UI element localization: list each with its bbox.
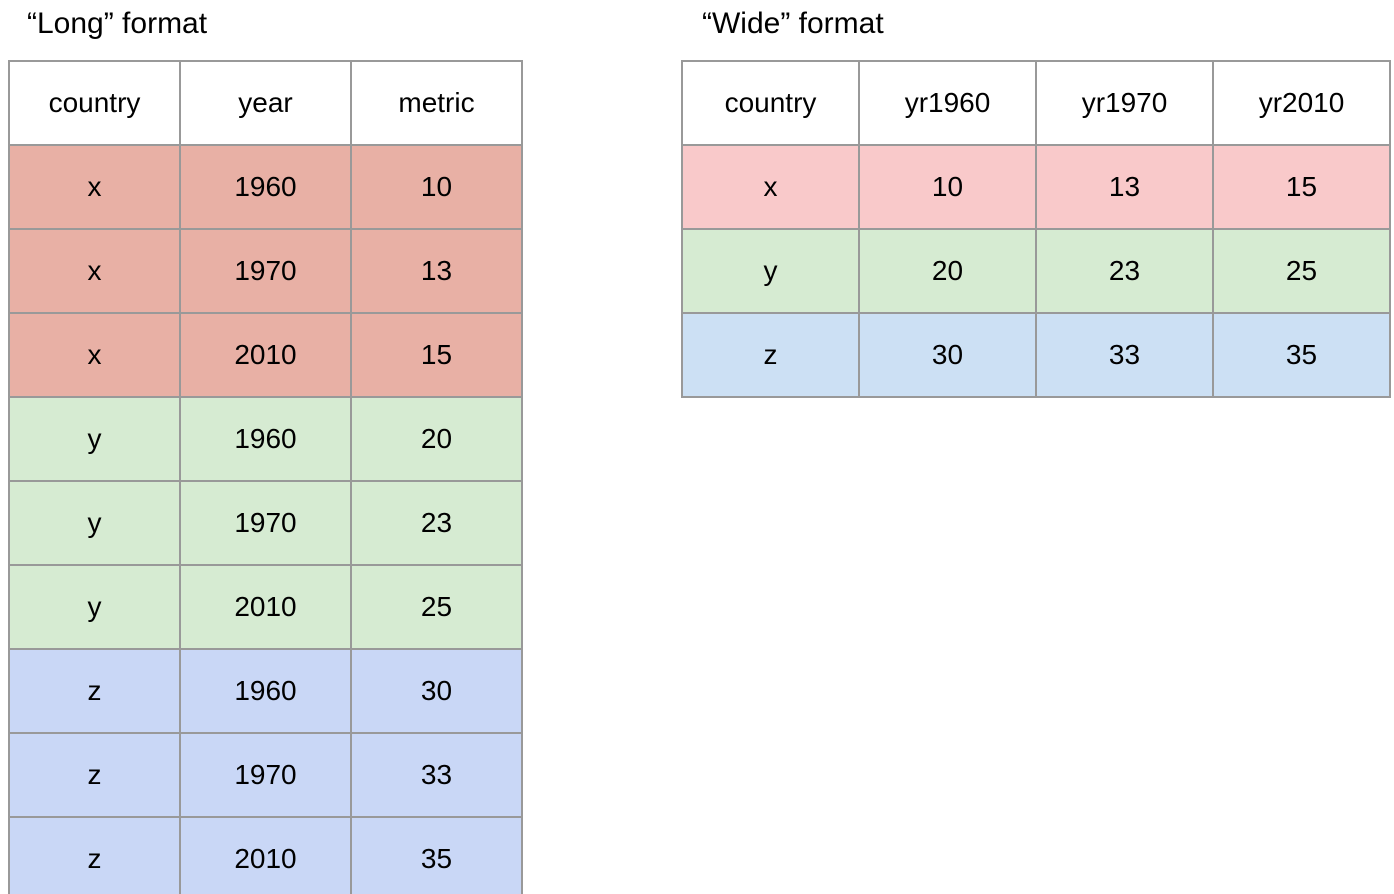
table-cell: x (681, 144, 860, 230)
table-cell: z (681, 312, 860, 398)
table-cell: z (8, 816, 181, 894)
table-cell: 2010 (179, 564, 352, 650)
table-cell: 33 (350, 732, 523, 818)
table-cell: y (681, 228, 860, 314)
table-row: z 2010 35 (8, 816, 523, 894)
table-cell: 1970 (179, 228, 352, 314)
table-cell: 2010 (179, 816, 352, 894)
table-cell: 1970 (179, 732, 352, 818)
long-format-table: country year metric x 1960 10 x 1970 13 … (8, 60, 523, 894)
table-cell: 35 (350, 816, 523, 894)
table-row: y 1960 20 (8, 396, 523, 482)
column-header-yr1960: yr1960 (858, 60, 1037, 146)
wide-format-title: “Wide” format (702, 7, 884, 40)
table-cell: 15 (1212, 144, 1391, 230)
table-header-row: country yr1960 yr1970 yr2010 (681, 60, 1391, 146)
table-row: y 20 23 25 (681, 228, 1391, 314)
table-cell: z (8, 732, 181, 818)
table-row: x 10 13 15 (681, 144, 1391, 230)
table-cell: 25 (1212, 228, 1391, 314)
table-row: z 1970 33 (8, 732, 523, 818)
table-row: y 1970 23 (8, 480, 523, 566)
table-cell: 2010 (179, 312, 352, 398)
table-cell: 20 (858, 228, 1037, 314)
table-row: x 1960 10 (8, 144, 523, 230)
table-cell: 1960 (179, 396, 352, 482)
table-cell: 10 (858, 144, 1037, 230)
table-cell: 23 (1035, 228, 1214, 314)
table-cell: y (8, 564, 181, 650)
table-cell: 35 (1212, 312, 1391, 398)
table-cell: 1960 (179, 144, 352, 230)
table-cell: 1970 (179, 480, 352, 566)
table-cell: 25 (350, 564, 523, 650)
column-header-metric: metric (350, 60, 523, 146)
table-cell: 30 (350, 648, 523, 734)
table-cell: 33 (1035, 312, 1214, 398)
column-header-yr2010: yr2010 (1212, 60, 1391, 146)
table-cell: x (8, 312, 181, 398)
column-header-year: year (179, 60, 352, 146)
table-row: x 2010 15 (8, 312, 523, 398)
table-cell: 30 (858, 312, 1037, 398)
table-cell: 20 (350, 396, 523, 482)
table-cell: 15 (350, 312, 523, 398)
table-cell: x (8, 144, 181, 230)
table-cell: 10 (350, 144, 523, 230)
table-cell: 13 (350, 228, 523, 314)
column-header-country: country (681, 60, 860, 146)
column-header-yr1970: yr1970 (1035, 60, 1214, 146)
long-format-title: “Long” format (27, 7, 208, 40)
table-cell: x (8, 228, 181, 314)
table-row: z 30 33 35 (681, 312, 1391, 398)
table-row: y 2010 25 (8, 564, 523, 650)
table-header-row: country year metric (8, 60, 523, 146)
table-cell: y (8, 396, 181, 482)
table-row: z 1960 30 (8, 648, 523, 734)
column-header-country: country (8, 60, 181, 146)
table-cell: 13 (1035, 144, 1214, 230)
table-cell: y (8, 480, 181, 566)
table-cell: 23 (350, 480, 523, 566)
table-cell: z (8, 648, 181, 734)
wide-format-table: country yr1960 yr1970 yr2010 x 10 13 15 … (681, 60, 1391, 398)
table-cell: 1960 (179, 648, 352, 734)
table-row: x 1970 13 (8, 228, 523, 314)
